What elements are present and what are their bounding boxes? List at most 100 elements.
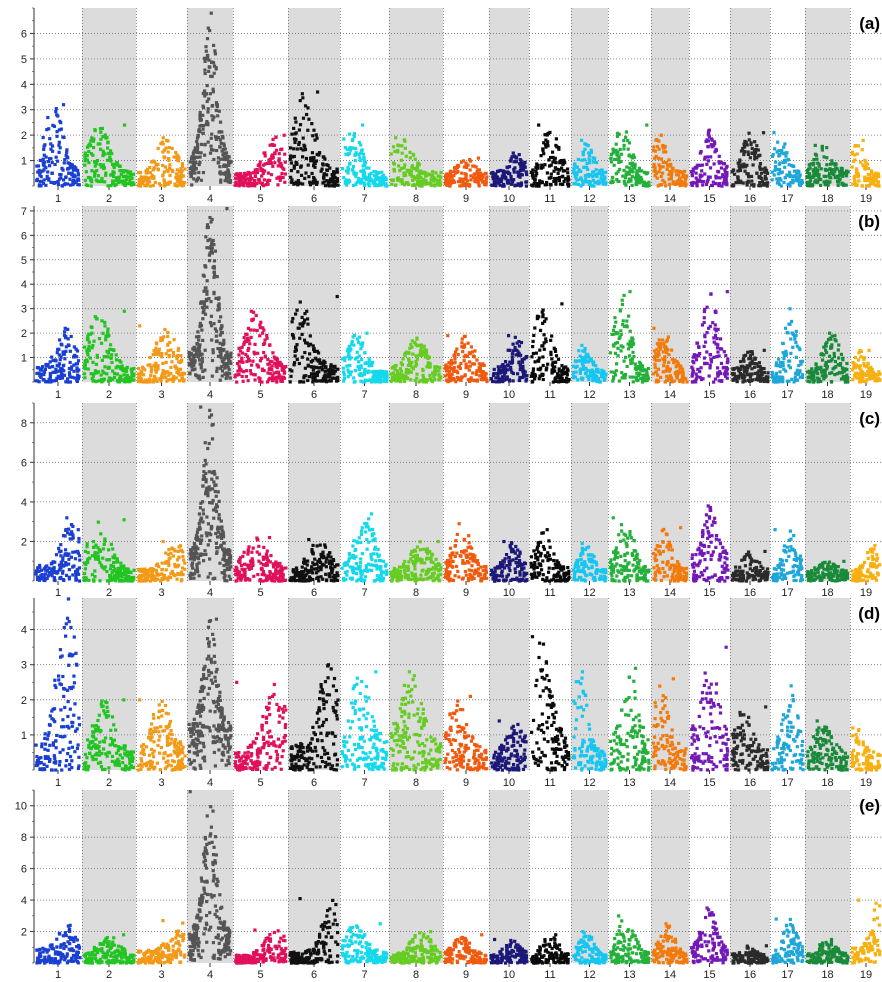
data-point-chr5 <box>244 374 248 379</box>
data-point-chr10 <box>523 165 527 169</box>
data-point-chr7 <box>368 378 372 382</box>
data-point-chr9 <box>460 179 464 183</box>
data-point-chr3 <box>178 169 182 174</box>
data-point-chr14 <box>665 378 669 382</box>
data-point-chr10 <box>517 339 521 344</box>
data-point-chr4 <box>220 324 224 328</box>
data-point-chr5 <box>265 161 269 165</box>
data-point-chr9 <box>481 369 485 374</box>
data-point-chr16 <box>762 370 766 375</box>
data-point-chr5 <box>253 373 257 377</box>
data-point-chr4 <box>198 362 202 366</box>
data-point-chr13 <box>631 380 635 384</box>
data-point-chr3 <box>149 365 153 369</box>
data-point-chr6 <box>335 167 339 171</box>
data-point-chr9 <box>458 366 462 370</box>
data-point-chr2 <box>93 315 97 319</box>
data-point-chr12 <box>594 374 599 379</box>
data-point-chr15 <box>690 174 694 178</box>
data-point-chr10 <box>491 175 495 179</box>
data-point-chr2 <box>87 344 91 348</box>
data-point-chr7 <box>373 184 377 188</box>
data-point-chr4 <box>222 157 226 161</box>
data-point-chr8 <box>402 379 407 384</box>
data-point-chr15 <box>725 361 729 365</box>
data-point-chr16 <box>763 166 767 170</box>
data-point-chr13 <box>615 134 620 139</box>
data-point-chr19 <box>876 180 880 184</box>
data-point-chr11 <box>542 152 546 156</box>
data-point-chr4 <box>217 296 221 300</box>
data-point-chr12 <box>580 158 584 162</box>
data-point-chr10 <box>521 364 525 368</box>
data-point-chr6 <box>320 365 324 369</box>
data-point-chr1 <box>70 365 74 369</box>
data-point-chr2 <box>132 378 136 382</box>
data-point-chr17 <box>795 172 799 176</box>
data-point-chr13 <box>631 170 635 174</box>
data-point-chr11 <box>561 367 565 371</box>
data-point-chr7 <box>381 180 385 184</box>
data-point-chr14 <box>669 378 674 382</box>
data-point-chr14 <box>665 167 669 171</box>
data-point-chr4 <box>189 156 194 161</box>
data-point-chr13 <box>611 151 615 155</box>
data-point-chr2 <box>83 363 87 367</box>
x-tick-label: 9 <box>463 389 469 401</box>
data-point-chr10 <box>510 358 515 363</box>
data-point-chr2 <box>106 330 110 334</box>
data-point-chr10 <box>508 360 512 364</box>
data-point-chr15 <box>724 172 728 177</box>
data-point-chr12 <box>587 151 591 155</box>
data-point-chr2 <box>114 161 119 165</box>
data-point-chr5 <box>254 313 258 318</box>
data-point-chr10 <box>491 373 496 378</box>
x-tick-label: 4 <box>207 193 213 205</box>
data-point-chr18 <box>817 173 821 177</box>
data-point-chr5 <box>260 331 265 335</box>
data-point-chr5 <box>242 342 246 347</box>
data-point-chr1 <box>57 128 61 132</box>
data-point-chr2 <box>103 320 107 324</box>
data-point-chr10 <box>517 182 521 186</box>
data-point-chr2 <box>89 178 94 182</box>
data-point-chr12 <box>592 375 597 379</box>
data-point-chr14 <box>664 346 668 350</box>
data-point-chr2 <box>92 339 96 343</box>
data-point-chr16 <box>739 359 743 364</box>
data-point-chr3 <box>166 370 170 374</box>
data-point-chr12 <box>581 376 585 380</box>
data-point-chr5 <box>240 374 244 379</box>
data-point-chr11 <box>541 377 545 382</box>
data-point-chr4 <box>218 165 222 169</box>
data-point-chr9 <box>455 369 459 373</box>
data-point-chr6 <box>302 376 306 380</box>
data-point-chr18 <box>837 177 841 182</box>
data-point-chr2 <box>98 142 102 146</box>
data-point-chr13 <box>644 368 649 373</box>
data-point-chr3 <box>154 376 158 381</box>
data-point-chr13 <box>617 158 621 162</box>
data-point-chr3 <box>164 352 168 356</box>
data-point-chr2 <box>92 145 96 150</box>
data-point-chr1 <box>62 178 66 182</box>
data-point-chr14 <box>654 154 658 159</box>
data-point-chr8 <box>421 373 425 377</box>
data-point-chr15 <box>708 363 712 367</box>
data-point-chr6 <box>303 311 307 316</box>
data-point-chr12 <box>581 367 586 371</box>
data-point-chr2 <box>124 174 128 178</box>
data-point-chr7 <box>380 170 384 174</box>
data-point-chr4 <box>219 326 223 330</box>
data-point-chr5 <box>260 380 264 384</box>
data-point-chr6 <box>297 128 302 132</box>
data-point-chr9 <box>447 373 451 377</box>
data-point-chr12 <box>572 370 576 375</box>
data-point-chr8 <box>410 345 414 349</box>
data-point-chr3 <box>180 169 184 173</box>
data-point-chr6 <box>306 363 310 367</box>
data-point-chr10 <box>509 157 513 161</box>
data-point-chr10 <box>511 349 516 353</box>
data-point-chr12 <box>585 161 589 165</box>
data-point-chr5 <box>251 183 255 188</box>
